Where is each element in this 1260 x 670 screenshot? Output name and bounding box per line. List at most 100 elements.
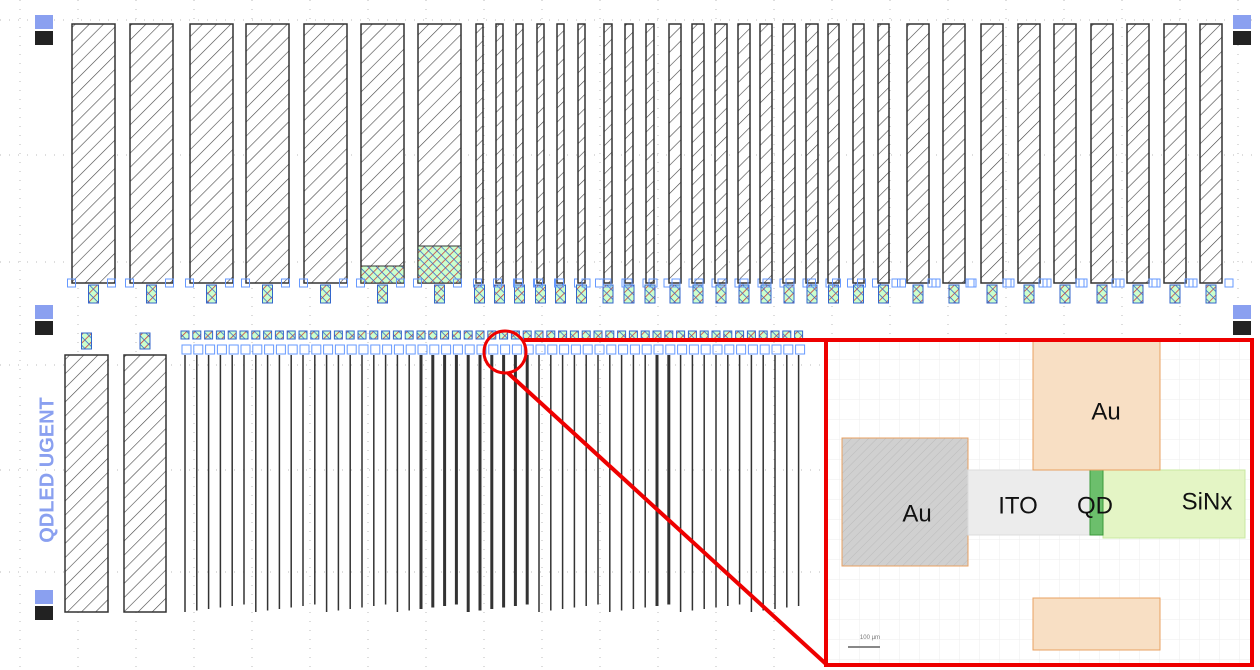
contact <box>515 285 525 303</box>
electrode-pad <box>853 24 864 283</box>
contact <box>405 331 413 339</box>
contact <box>724 331 732 339</box>
via <box>453 345 462 354</box>
contact <box>645 285 655 303</box>
contact <box>653 331 661 339</box>
contact <box>739 285 749 303</box>
contact <box>854 285 864 303</box>
contact <box>1060 285 1070 303</box>
via <box>654 345 663 354</box>
electrode-pad <box>646 24 654 283</box>
contact <box>570 331 578 339</box>
layer-label: ITO <box>998 492 1038 519</box>
via <box>678 345 687 354</box>
via <box>595 345 604 354</box>
via <box>300 345 309 354</box>
electrode-pad <box>578 24 585 283</box>
via <box>1079 279 1087 287</box>
electrode-pad <box>692 24 704 283</box>
via <box>619 345 628 354</box>
layout: QDLED UGENT Au Au ITO QD SiNx 100 µm <box>0 0 1260 670</box>
contact <box>1170 285 1180 303</box>
via <box>359 345 368 354</box>
contact <box>464 331 472 339</box>
contact <box>275 331 283 339</box>
electrode-pad <box>625 24 633 283</box>
via <box>966 279 974 287</box>
contact <box>393 331 401 339</box>
via <box>206 345 215 354</box>
via <box>701 345 710 354</box>
contact <box>759 331 767 339</box>
electrode-pad <box>304 24 347 283</box>
contact <box>879 285 889 303</box>
electrode-pad <box>760 24 772 283</box>
electrode-pad <box>1091 24 1113 283</box>
contact <box>382 331 390 339</box>
electrode-pad <box>1200 24 1222 283</box>
contact <box>370 331 378 339</box>
via <box>406 345 415 354</box>
contact <box>795 331 803 339</box>
alignment-mark <box>35 305 53 319</box>
contact <box>346 331 354 339</box>
zoom-line <box>508 373 826 664</box>
electrode-pad <box>783 24 795 283</box>
contact <box>670 285 680 303</box>
via <box>1152 279 1160 287</box>
via <box>760 345 769 354</box>
contact <box>89 285 99 303</box>
via <box>548 345 557 354</box>
contact <box>913 285 923 303</box>
contact <box>536 285 546 303</box>
electrode-pad <box>537 24 544 283</box>
electrode-pad <box>476 24 483 283</box>
via <box>571 345 580 354</box>
electrode-pad <box>418 24 461 283</box>
via <box>737 345 746 354</box>
contact <box>147 285 157 303</box>
electrode-pad <box>557 24 564 283</box>
via <box>383 345 392 354</box>
contact <box>441 331 449 339</box>
electrode-pad <box>669 24 681 283</box>
overlap-region <box>418 246 461 283</box>
contact <box>475 285 485 303</box>
au-pad <box>1033 598 1160 650</box>
contact <box>299 331 307 339</box>
via <box>642 345 651 354</box>
contact <box>321 285 331 303</box>
contact <box>523 331 531 339</box>
via <box>892 279 900 287</box>
electrode-pad <box>828 24 839 283</box>
via <box>560 345 569 354</box>
contact <box>287 331 295 339</box>
contact <box>1024 285 1034 303</box>
electrode-pad <box>715 24 727 283</box>
alignment-mark <box>1233 31 1251 45</box>
electrode-pad <box>943 24 965 283</box>
contact <box>677 331 685 339</box>
via <box>1003 279 1011 287</box>
contact <box>577 285 587 303</box>
contact <box>1133 285 1143 303</box>
contact <box>693 285 703 303</box>
via <box>265 345 274 354</box>
via <box>898 279 906 287</box>
contact <box>747 331 755 339</box>
layer-label: SiNx <box>1182 488 1233 515</box>
via <box>1006 279 1014 287</box>
alignment-mark <box>35 590 53 604</box>
via <box>607 345 616 354</box>
scale-bar-label: 100 µm <box>860 635 880 641</box>
contact <box>311 331 319 339</box>
contact <box>582 331 590 339</box>
contact <box>334 331 342 339</box>
contact <box>417 331 425 339</box>
electrode-pad <box>878 24 889 283</box>
alignment-mark <box>35 31 53 45</box>
contact <box>665 331 673 339</box>
contact <box>181 331 189 339</box>
alignment-mark <box>1233 305 1251 319</box>
electrode-pad <box>190 24 233 283</box>
